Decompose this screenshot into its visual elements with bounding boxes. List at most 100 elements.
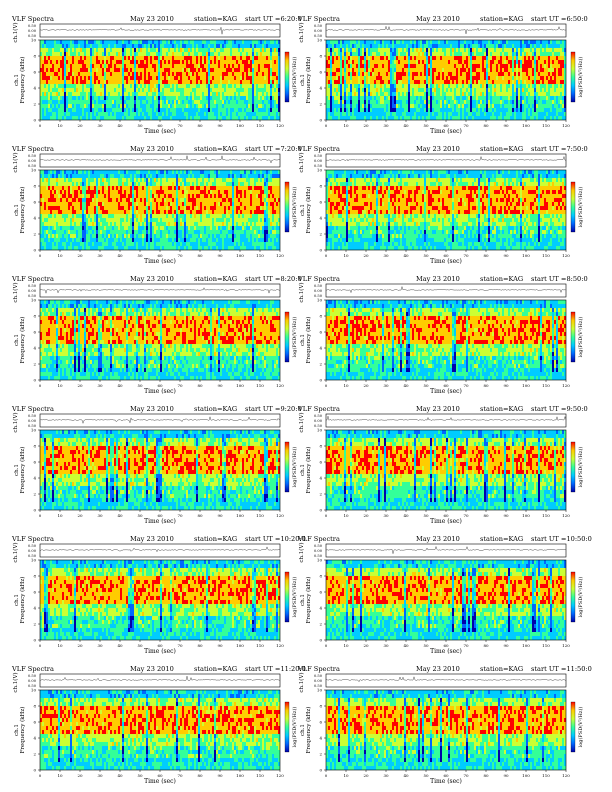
spectrogram-cell <box>228 92 230 96</box>
spectrogram-cell <box>442 44 444 48</box>
spectrogram-cell <box>106 40 108 44</box>
spectrogram-cell <box>112 60 114 64</box>
spectrogram-cell <box>126 116 128 120</box>
spectrogram-cell <box>132 52 134 56</box>
spectrogram-cell <box>412 92 414 96</box>
spectrogram-cell <box>536 108 538 112</box>
spectrogram-cell <box>466 72 468 76</box>
spectrogram-cell <box>456 52 458 56</box>
x-tick-label: 50 <box>137 123 143 128</box>
spectrogram-cell <box>508 44 510 48</box>
spectrogram-cell <box>524 60 526 64</box>
spectrogram-cell <box>474 96 476 100</box>
spectrogram-cell <box>562 80 564 84</box>
spectrogram-cell <box>106 76 108 80</box>
spectrogram-cell <box>432 64 434 68</box>
spectrogram-cell <box>118 40 120 44</box>
spectrogram-cell <box>436 60 438 64</box>
spectrogram-cell <box>248 44 250 48</box>
amp-tick-label: 0.50 <box>28 24 37 28</box>
spectrogram-cell <box>80 84 82 88</box>
spectrogram-cell <box>418 64 420 68</box>
spectrogram-cell <box>258 92 260 96</box>
spectrogram-cell <box>562 52 564 56</box>
spectrogram-cell <box>234 64 236 68</box>
spectrogram-cell <box>352 112 354 116</box>
spectrogram-cell <box>164 104 166 108</box>
spectrogram-cell <box>376 72 378 76</box>
spectrogram-cell <box>410 92 412 96</box>
spectrogram-cell <box>118 170 120 174</box>
spectrogram-cell <box>526 108 528 112</box>
spectrogram-cell <box>470 92 472 96</box>
spectrogram-cell <box>380 80 382 84</box>
spectrogram-cell <box>134 72 136 76</box>
spectrogram-cell <box>538 104 540 108</box>
spectrogram-cell <box>50 100 52 104</box>
spectrogram-cell <box>456 68 458 72</box>
spectrogram-cell <box>558 112 560 116</box>
spectrogram-cell <box>486 100 488 104</box>
spectrogram-cell <box>414 112 416 116</box>
spectrogram-cell <box>456 76 458 80</box>
spectrogram-cell <box>114 108 116 112</box>
spectrogram-cell <box>52 88 54 92</box>
spectrogram-cell <box>362 96 364 100</box>
spectrogram-cell <box>496 48 498 52</box>
spectrogram-cell <box>352 44 354 48</box>
spectrogram-cell <box>228 72 230 76</box>
spectrogram-cell <box>554 92 556 96</box>
spectrogram-cell <box>458 44 460 48</box>
spectrogram-cell <box>364 88 366 92</box>
spectrogram-cell <box>488 96 490 100</box>
spectrogram-cell <box>364 76 366 80</box>
spectrogram-cell <box>192 68 194 72</box>
spectrogram-cell <box>264 76 266 80</box>
spectrogram-cell <box>68 44 70 48</box>
spectrogram-cell <box>394 64 396 68</box>
spectrogram-cell <box>230 40 232 44</box>
spectrogram-cell <box>236 76 238 80</box>
spectrogram-cell <box>74 60 76 64</box>
spectrogram-cell <box>504 40 506 44</box>
spectrogram-cell <box>506 96 508 100</box>
spectrogram-cell <box>144 92 146 96</box>
spectrogram-cell <box>482 52 484 56</box>
spectrogram-cell <box>470 40 472 44</box>
spectrogram-cell <box>488 80 490 84</box>
spectrogram-cell <box>246 68 248 72</box>
spectrogram-cell <box>148 56 150 60</box>
spectrogram-cell <box>370 100 372 104</box>
spectrogram-cell <box>94 40 96 44</box>
spectrogram-cell <box>164 68 166 72</box>
spectrogram-cell <box>172 170 174 174</box>
spectrogram-cell <box>224 84 226 88</box>
spectrogram-cell <box>238 84 240 88</box>
spectrogram-cell <box>248 52 250 56</box>
spectrogram-cell <box>58 100 60 104</box>
spectrogram-cell <box>44 84 46 88</box>
spectrogram-cell <box>230 88 232 92</box>
spectrogram-cell <box>496 40 498 44</box>
spectrogram-cell <box>330 48 332 52</box>
spectrogram-cell <box>66 170 68 174</box>
spectrogram-cell <box>426 64 428 68</box>
spectrogram-cell <box>166 72 168 76</box>
spectrogram-cell <box>448 64 450 68</box>
spectrogram-cell <box>58 60 60 64</box>
spectrogram-cell <box>478 60 480 64</box>
spectrogram-cell <box>528 92 530 96</box>
spectrogram-cell <box>234 76 236 80</box>
spectrogram-cell <box>116 68 118 72</box>
spectrogram-cell <box>102 112 104 116</box>
spectrogram-cell <box>188 44 190 48</box>
spectrogram-cell <box>240 64 242 68</box>
spectrogram-cell <box>414 60 416 64</box>
spectrogram-cell <box>510 52 512 56</box>
spectrogram-cell <box>380 40 382 44</box>
spectrogram-cell <box>326 60 328 64</box>
spectrogram-cell <box>60 170 62 174</box>
spectrogram-cell <box>460 60 462 64</box>
spectrogram-cell <box>478 92 480 96</box>
spectrogram-cell <box>88 84 90 88</box>
